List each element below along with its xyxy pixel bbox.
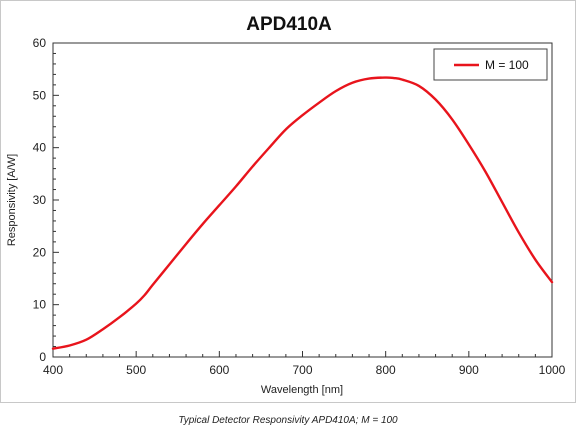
x-tick-label: 1000 [539, 363, 566, 377]
x-tick-label: 800 [376, 363, 396, 377]
legend: M = 100 [433, 48, 548, 81]
y-tick-label: 60 [33, 36, 47, 50]
y-axis-label: Responsivity [A/W] [6, 154, 18, 246]
figure-caption: Typical Detector Responsivity APD410A; M… [178, 415, 398, 426]
legend-label: M = 100 [485, 58, 529, 72]
x-tick-label: 600 [209, 363, 229, 377]
x-axis-label: Wavelength [nm] [261, 384, 343, 396]
chart-frame: APD410A 400 500 600 700 800 900 1000 0 10 20 30 40… [0, 0, 576, 403]
y-tick-label: 50 [33, 88, 47, 102]
x-tick-label: 900 [459, 363, 479, 377]
y-tick-label: 40 [33, 141, 47, 155]
legend-box [433, 48, 548, 81]
chart: APD410A 400 500 600 700 800 900 1000 0 10 20 30 40… [6, 14, 566, 396]
y-tick-label: 10 [33, 298, 47, 312]
y-tick-label: 0 [39, 350, 46, 364]
y-tick-label: 20 [33, 245, 47, 259]
series-layer [51, 76, 554, 350]
x-tick-label: 700 [292, 363, 312, 377]
x-axis: 400 500 600 700 800 900 1000 [43, 351, 566, 377]
x-tick-label: 500 [126, 363, 146, 377]
series-line [51, 76, 554, 350]
x-tick-label: 400 [43, 363, 63, 377]
y-tick-label: 30 [33, 193, 47, 207]
chart-title: APD410A [246, 14, 332, 35]
y-axis: 0 10 20 30 40 50 60 [33, 36, 59, 364]
